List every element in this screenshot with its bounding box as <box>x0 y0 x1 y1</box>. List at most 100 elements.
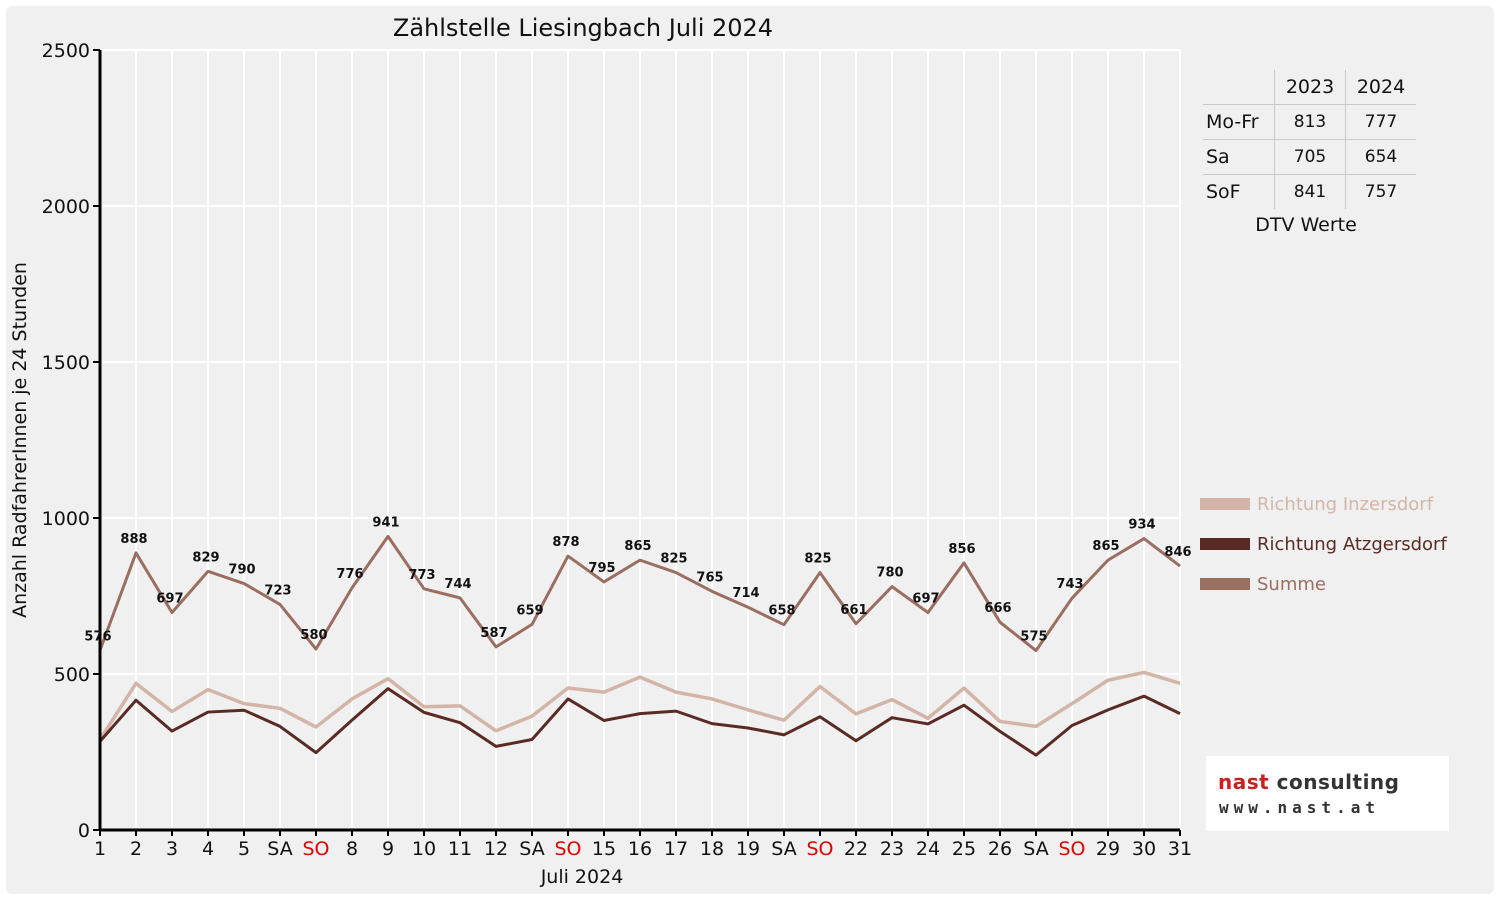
dtv-corner-cell <box>1203 70 1275 105</box>
x-tick-label: 9 <box>382 838 394 860</box>
x-tick-label: 4 <box>202 838 214 860</box>
dtv-table: 2023 2024 Mo-Fr 813 777 Sa 705 654 SoF 8… <box>1203 70 1416 209</box>
x-tick-label: 11 <box>448 838 472 860</box>
legend-label: Richtung Atzgersdorf <box>1257 534 1447 555</box>
data-label: 765 <box>696 570 723 585</box>
y-tick-label: 1500 <box>42 352 90 374</box>
x-tick-label: SO <box>806 838 833 860</box>
data-label: 697 <box>156 592 183 607</box>
logo-wordmark: nast consulting <box>1218 770 1399 794</box>
x-tick-label: 23 <box>880 838 904 860</box>
data-label: 576 <box>84 629 111 644</box>
y-tick-label: 2500 <box>42 40 90 62</box>
logo-url: www.nast.at <box>1219 798 1380 817</box>
x-tick-label: 24 <box>916 838 940 860</box>
dtv-row-label: Mo-Fr <box>1203 104 1275 140</box>
data-label: 658 <box>768 604 795 619</box>
data-label: 587 <box>480 626 507 641</box>
y-tick-label: 500 <box>54 664 90 686</box>
x-tick-label: 31 <box>1168 838 1192 860</box>
x-tick-label: 5 <box>238 838 250 860</box>
data-label: 780 <box>876 566 903 581</box>
dtv-value-2023: 841 <box>1274 174 1346 209</box>
dtv-value-2024: 654 <box>1345 139 1416 175</box>
data-label: 661 <box>840 603 867 618</box>
x-tick-label: 26 <box>988 838 1012 860</box>
x-tick-label: 8 <box>346 838 358 860</box>
dtv-caption: DTV Werte <box>1255 214 1357 236</box>
data-label: 825 <box>804 552 831 567</box>
x-tick-label: 3 <box>166 838 178 860</box>
y-tick-label: 1000 <box>42 508 90 530</box>
data-label: 941 <box>372 515 399 530</box>
data-label: 773 <box>408 568 435 583</box>
legend-swatch <box>1200 538 1250 550</box>
x-axis-title: Juli 2024 <box>540 866 624 888</box>
data-label: 790 <box>228 563 255 578</box>
dtv-row: Sa 705 654 <box>1203 139 1416 175</box>
data-label: 795 <box>588 561 615 576</box>
y-axis-title: Anzahl RadfahrerInnen je 24 Stunden <box>9 262 31 618</box>
data-label: 846 <box>1164 545 1191 560</box>
x-tick-label: 22 <box>844 838 868 860</box>
x-tick-label: SA <box>1023 838 1048 860</box>
nast-consulting-logo: nast consulting www.nast.at <box>1206 756 1449 831</box>
data-label: 878 <box>552 535 579 550</box>
logo-word-nast: nast <box>1218 770 1270 794</box>
dtv-header-2023: 2023 <box>1274 70 1346 105</box>
x-tick-label: 25 <box>952 838 976 860</box>
data-label: 825 <box>660 552 687 567</box>
chart-title: Zählstelle Liesingbach Juli 2024 <box>393 14 773 42</box>
dtv-value-2024: 757 <box>1345 174 1416 209</box>
y-tick-label: 0 <box>78 820 90 842</box>
x-tick-label: 19 <box>736 838 760 860</box>
data-label: 776 <box>336 567 363 582</box>
x-tick-label: SA <box>771 838 796 860</box>
x-tick-label: SA <box>267 838 292 860</box>
data-label: 659 <box>516 603 543 618</box>
x-tick-label: SO <box>302 838 329 860</box>
data-label: 743 <box>1056 577 1083 592</box>
data-label: 865 <box>1092 539 1119 554</box>
dtv-value-2023: 813 <box>1274 104 1346 140</box>
dtv-row: Mo-Fr 813 777 <box>1203 104 1416 140</box>
x-tick-label: 29 <box>1096 838 1120 860</box>
x-tick-label: 30 <box>1132 838 1156 860</box>
dtv-row-label: Sa <box>1203 139 1275 175</box>
dtv-header-2024: 2024 <box>1345 70 1416 105</box>
x-tick-label: 10 <box>412 838 436 860</box>
series-line <box>98 534 1181 653</box>
data-label: 575 <box>1020 630 1047 645</box>
data-label: 865 <box>624 539 651 554</box>
data-label: 714 <box>732 586 759 601</box>
x-tick-label: 16 <box>628 838 652 860</box>
dtv-header-row: 2023 2024 <box>1203 70 1416 105</box>
data-label: 829 <box>192 550 219 565</box>
x-tick-label: 1 <box>94 838 106 860</box>
series-line <box>98 687 1181 757</box>
x-tick-label: 15 <box>592 838 616 860</box>
data-labels: 576 888 697 829 790 723 580 776 941 773 744 587 659 8… <box>84 515 1191 644</box>
x-tick-label: SO <box>1058 838 1085 860</box>
dtv-row-label: SoF <box>1206 181 1241 203</box>
data-label: 888 <box>120 532 147 547</box>
data-label: 744 <box>444 577 471 592</box>
legend-swatch <box>1200 578 1250 590</box>
dtv-value-2024: 777 <box>1345 104 1416 140</box>
legend-swatch <box>1200 498 1250 510</box>
data-label: 666 <box>984 601 1011 616</box>
legend-label: Summe <box>1257 574 1326 595</box>
series-line <box>98 670 1181 741</box>
x-tick-label: SO <box>554 838 581 860</box>
legend: Richtung Inzersdorf Richtung Atzgersdorf S… <box>1200 494 1447 595</box>
y-tick-label: 2000 <box>42 196 90 218</box>
x-tick-label: 12 <box>484 838 508 860</box>
data-label: 934 <box>1128 518 1155 533</box>
legend-label: Richtung Inzersdorf <box>1257 494 1434 515</box>
series-lines <box>98 534 1181 757</box>
x-tick-label: 18 <box>700 838 724 860</box>
x-tick-label: SA <box>519 838 544 860</box>
chart-frame: 0 500 1000 1500 2000 2500 1 2 3 4 5 SA SO 8 9 10 11 12 SA S… <box>6 6 1494 894</box>
